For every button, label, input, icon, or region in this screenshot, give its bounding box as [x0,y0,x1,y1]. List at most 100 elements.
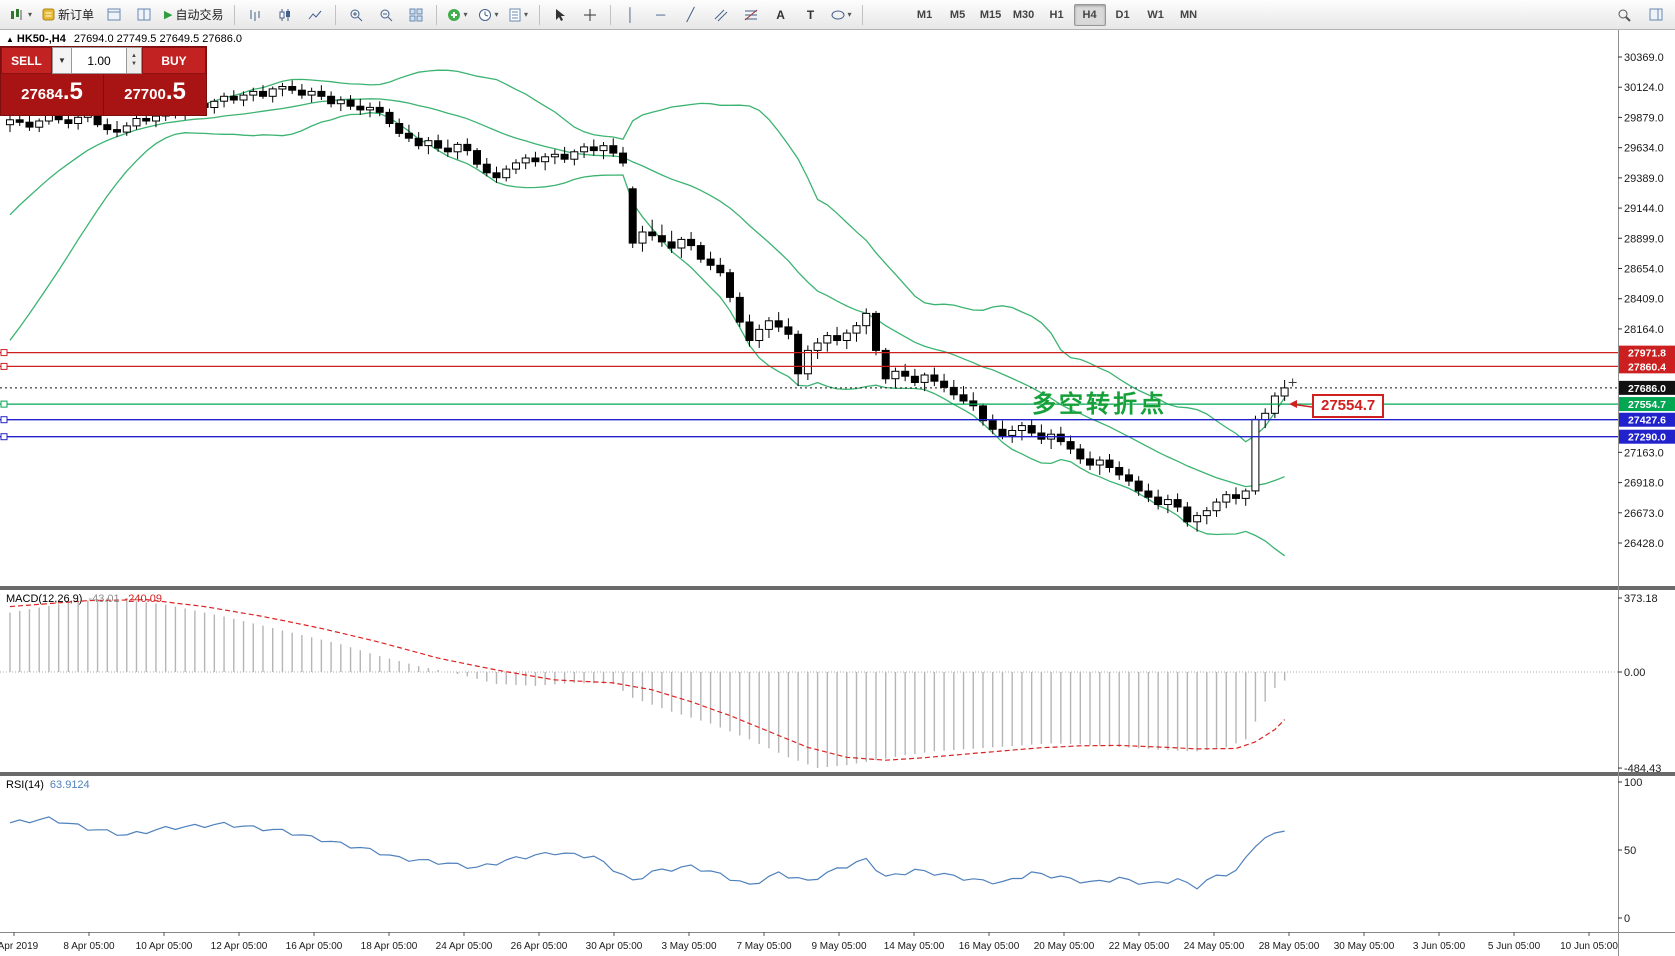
panel-separator-macd[interactable] [0,586,1675,590]
vertical-line-tool[interactable]: │ [626,7,635,22]
candle-bear [940,380,949,388]
line-handle[interactable] [0,400,8,408]
line-handle[interactable] [0,362,8,370]
time-axis[interactable]: 3 Apr 2019 8 Apr 05:00 10 Apr 05:00 12 Apr … [0,932,1618,952]
zoom-in-button[interactable] [342,3,370,27]
fibonacci-tool[interactable] [737,3,765,27]
horizontal-line-tool[interactable]: ─ [655,7,666,22]
templates-button[interactable]: ▾ [505,3,533,27]
toolbar-separator [538,4,540,25]
sell-button[interactable]: SELL [1,47,52,74]
chevron-down-icon: ▾ [524,10,529,19]
timeframe-m5[interactable]: M5 [949,8,966,21]
candle-bear [988,420,997,430]
candle-bear [1144,490,1153,498]
candle-bear [463,143,472,152]
candle-bear [375,106,384,113]
search-button[interactable] [1610,3,1638,27]
channel-tool[interactable] [707,3,735,27]
data-window-button[interactable] [130,3,158,27]
indicators-button[interactable]: ▾ [443,3,472,27]
candle-bull [268,88,277,97]
candle-bear [716,264,725,274]
price-axis[interactable]: 30369.0 30124.0 29879.0 29634.0 29389.0 29144… [1618,52,1675,925]
line-handle[interactable] [0,433,8,441]
bollinger-middle-band [9,98,1285,488]
panel-separator-rsi[interactable] [0,772,1675,776]
buy-button[interactable]: BUY [142,47,206,74]
candle-bull [249,90,258,96]
candle-bear [1173,499,1182,508]
timeframe-d1[interactable]: D1 [1115,8,1130,21]
autotrading-play-icon: ▶ [164,9,173,21]
line-chart-button[interactable] [301,3,329,27]
volume-input[interactable]: 1.00 [72,47,127,74]
candle-bear [930,374,939,382]
timeframe-mn[interactable]: MN [1180,8,1198,21]
axis-price-label-27860.4 [1619,359,1675,374]
candle-bull [570,151,579,160]
timeframe-h1[interactable]: H1 [1049,8,1064,21]
candle-bear [969,400,978,407]
cursor-button[interactable] [546,3,574,27]
tile-windows-button[interactable] [402,3,430,27]
line-handle[interactable] [0,416,8,424]
buy-price[interactable]: 27700.5 [103,74,206,115]
macd-panel[interactable] [0,598,1618,768]
new-order-button[interactable]: 新订单 [38,3,98,27]
line-handle[interactable] [0,349,8,357]
timeframe-m1[interactable]: M1 [916,8,933,21]
trendline-tool[interactable]: ╱ [686,7,695,22]
text-tool[interactable]: A [776,7,785,22]
volume-spinner[interactable]: ▲ ▼ [127,47,142,74]
rsi-panel[interactable] [9,816,1285,890]
axis-price-label-text: 27290.0 [1628,432,1666,444]
timeframe-h4[interactable]: H4 [1073,3,1106,26]
rsi-tick-label: 100 [1624,777,1642,789]
candle-bear [949,386,958,396]
trend-annotation[interactable]: 多空转折点 [1032,391,1167,418]
periods-button[interactable]: ▾ [474,3,503,27]
time-tick-label: 20 May 05:00 [1034,941,1095,952]
candle-bull [764,320,773,330]
candle-bear [794,333,803,375]
time-tick-label: 3 Apr 2019 [0,941,39,952]
sell-price[interactable]: 27684.5 [21,78,83,105]
candle-bull [307,90,316,96]
volume-dropdown-button[interactable]: ▼ [52,47,72,74]
candle-bear [103,124,112,131]
charts-list-button[interactable] [100,3,128,27]
autotrading-button[interactable]: ▶ 自动交易 [160,3,227,27]
new-chart-button[interactable]: ▾ [5,3,36,27]
candle-bull [152,115,160,122]
help-panel-button[interactable] [1642,3,1670,27]
shapes-tool[interactable]: ▾ [827,3,856,27]
timeframe-w1[interactable]: W1 [1147,8,1164,21]
symbol-name: HK50-,H4 [16,33,66,45]
candlestick-chart-button[interactable] [271,3,299,27]
candle-bear [696,245,705,260]
candle-bull [862,312,871,327]
main-price-panel[interactable] [0,69,1618,557]
time-tick-label: 24 May 05:00 [1184,941,1245,952]
crosshair-button[interactable] [576,3,604,27]
tile-windows-icon [409,8,423,21]
chart-canvas[interactable]: 30369.0 30124.0 29879.0 29634.0 29389.0 29144… [0,30,1675,956]
label-tool[interactable]: T [806,7,815,22]
bar-chart-button[interactable] [241,3,269,27]
candle-bull [6,119,14,126]
search-icon [1618,9,1631,22]
candle-bear [15,119,24,123]
timeframe-m15[interactable]: M15 [979,8,1002,21]
price-callout[interactable]: 27554.7 [1312,394,1385,418]
timeframe-m30[interactable]: M30 [1012,8,1035,21]
zoom-out-button[interactable] [372,3,400,27]
candle-bear [356,105,365,111]
macd-signal-value: -240.09 [124,593,162,605]
candle-bull [1222,494,1231,503]
candle-bull [278,86,287,90]
candle-bull [521,157,530,164]
chevron-down-icon: ▾ [28,10,33,19]
rsi-label: RSI(14) [6,779,44,791]
candle-bear [726,272,734,298]
